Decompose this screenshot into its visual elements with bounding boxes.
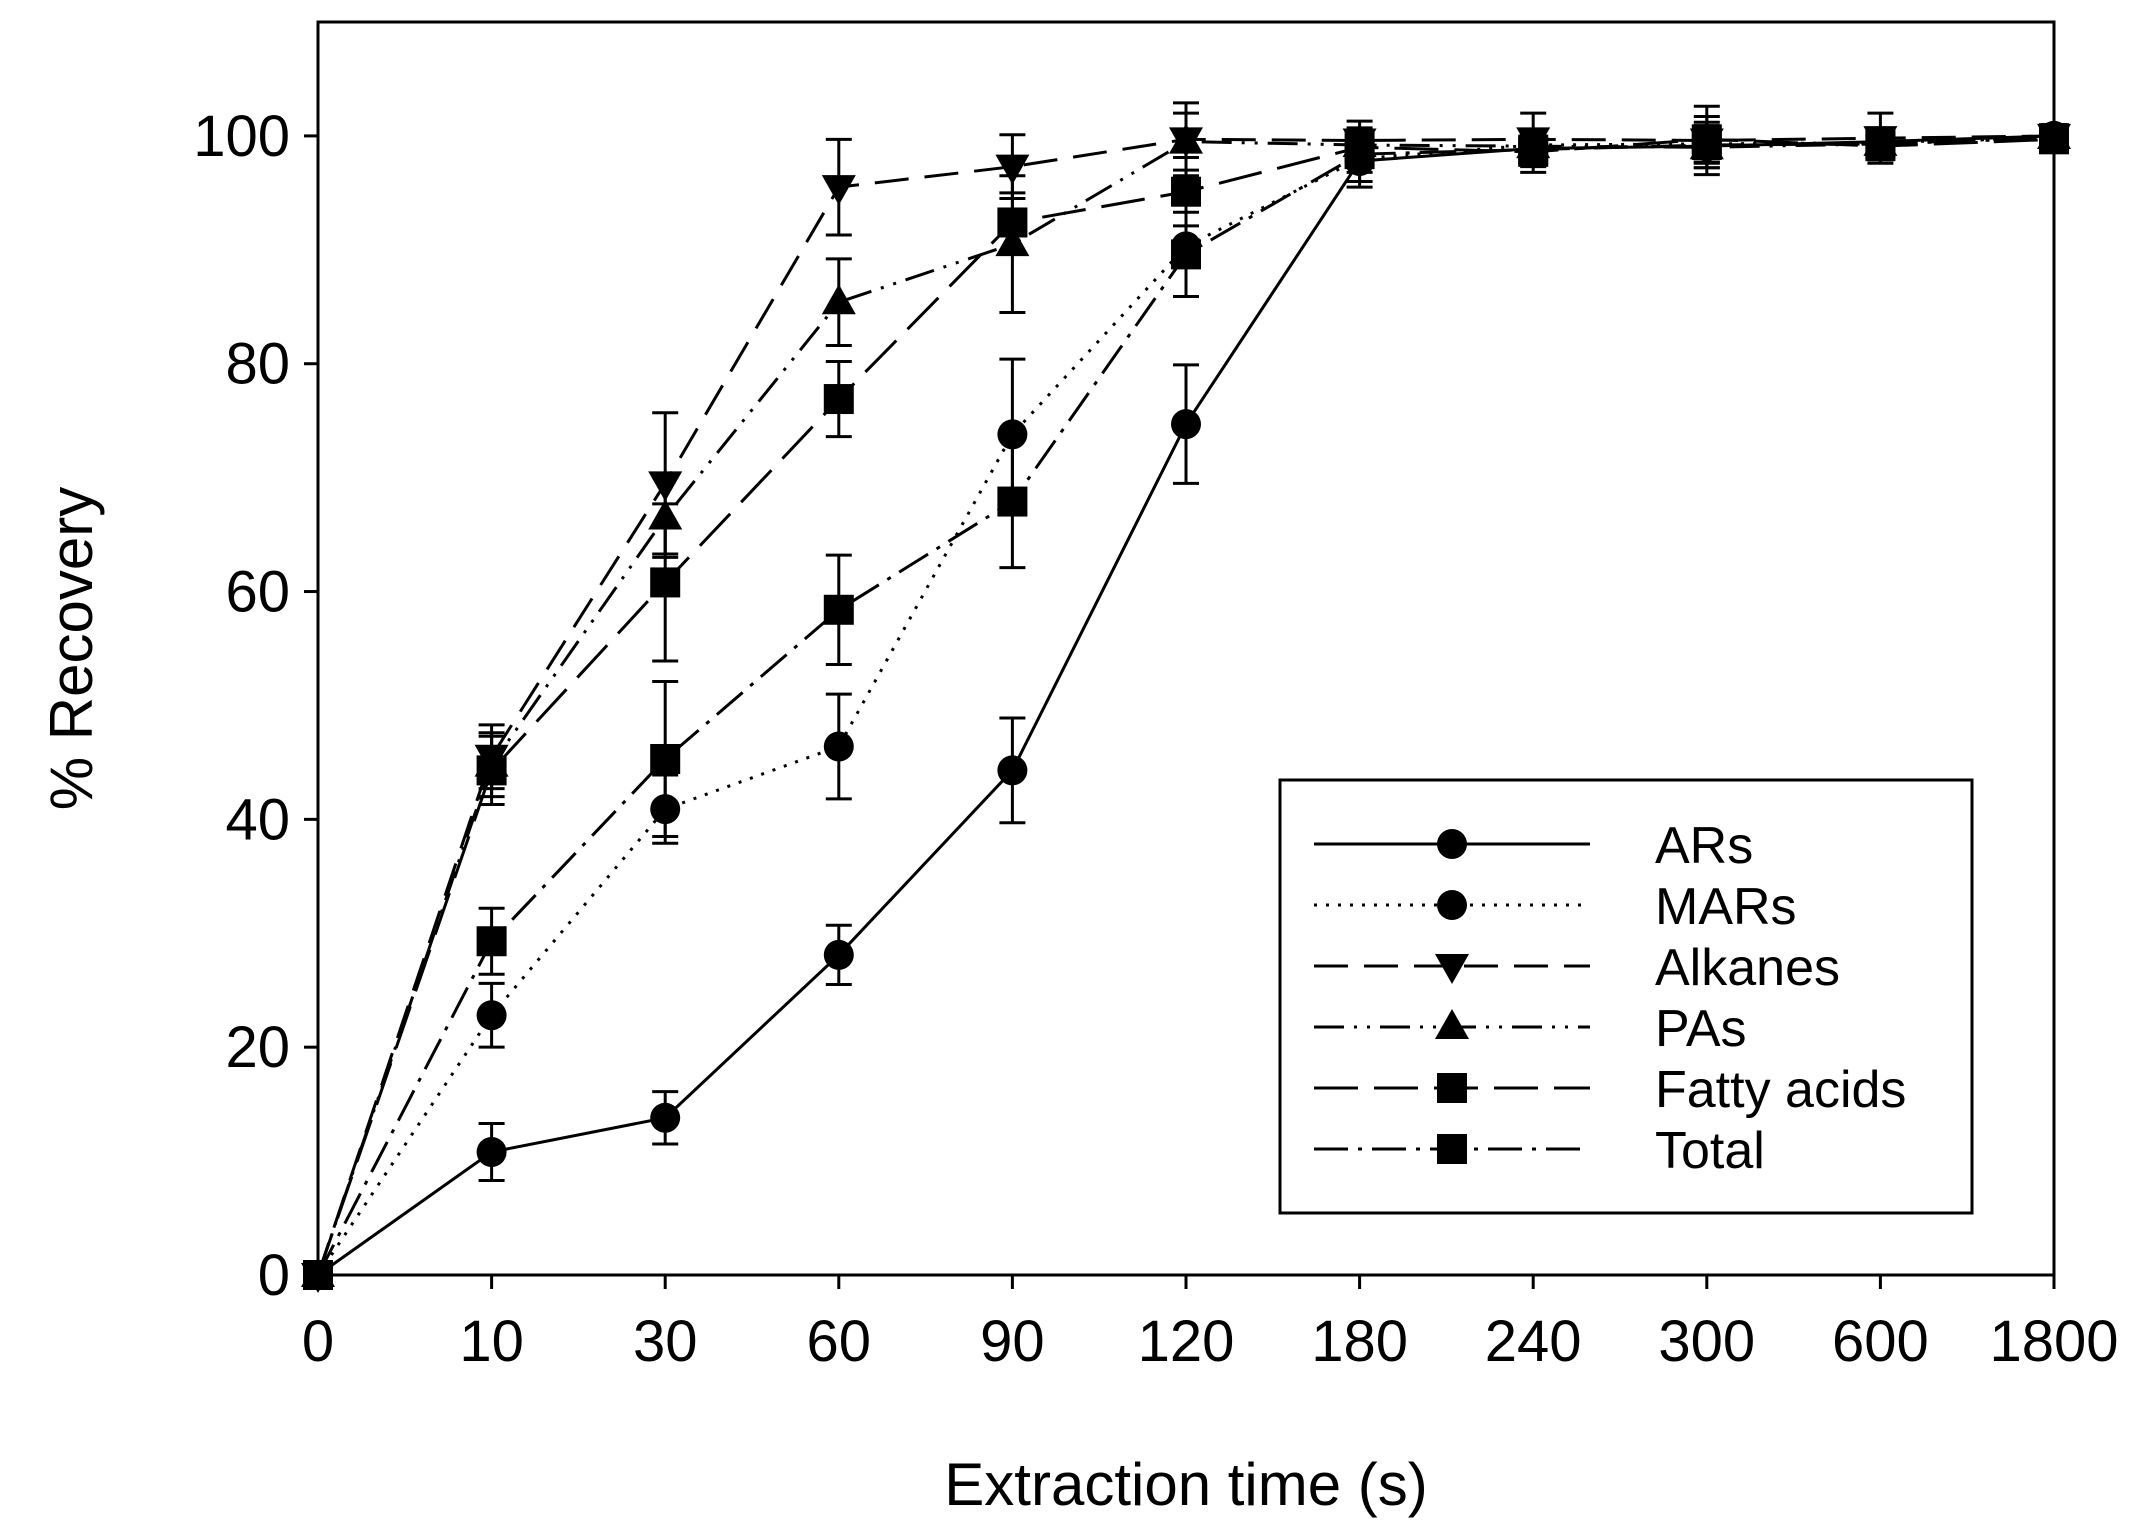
x-tick-label: 120 bbox=[1138, 1309, 1235, 1374]
series-line-mars bbox=[316, 135, 2055, 1276]
data-point-ars bbox=[997, 755, 1028, 786]
data-point-fatty-acids bbox=[650, 567, 681, 598]
data-point-mars bbox=[823, 731, 854, 762]
data-point-total bbox=[1344, 139, 1375, 170]
data-point-ars bbox=[823, 939, 854, 970]
data-point-fatty-acids bbox=[476, 755, 507, 786]
x-tick-label: 60 bbox=[807, 1309, 872, 1374]
data-point-total bbox=[1518, 134, 1549, 165]
x-tick-label: 10 bbox=[459, 1309, 524, 1374]
legend-label: Total bbox=[1655, 1122, 1765, 1180]
x-tick-label: 240 bbox=[1485, 1309, 1582, 1374]
data-point-pas bbox=[1169, 123, 1203, 154]
y-tick-label: 0 bbox=[258, 1243, 290, 1308]
data-point-total bbox=[476, 926, 507, 957]
x-tick-label: 30 bbox=[633, 1309, 698, 1374]
legend-label: Fatty acids bbox=[1655, 1061, 1906, 1119]
y-axis-label: % Recovery bbox=[38, 487, 105, 810]
x-tick-label: 0 bbox=[302, 1309, 334, 1374]
y-tick-label: 40 bbox=[225, 787, 290, 852]
legend-label: PAs bbox=[1655, 1000, 1747, 1058]
data-point-fatty-acids bbox=[997, 207, 1028, 238]
data-point-pas bbox=[821, 284, 856, 315]
data-point-ars bbox=[1171, 409, 1201, 440]
data-point-total bbox=[1171, 239, 1201, 270]
data-point-total bbox=[1865, 128, 1896, 159]
legend-marker-alkanes bbox=[1435, 954, 1469, 984]
series-line-pas bbox=[316, 135, 2055, 1276]
data-point-ars bbox=[476, 1136, 507, 1167]
y-tick-label: 60 bbox=[225, 560, 290, 625]
data-point-total bbox=[823, 594, 854, 625]
x-tick-label: 180 bbox=[1311, 1309, 1408, 1374]
y-tick-label: 80 bbox=[225, 332, 290, 397]
legend-label: ARs bbox=[1655, 817, 1753, 875]
y-tick-label: 20 bbox=[225, 1015, 290, 1080]
x-tick-label: 90 bbox=[980, 1309, 1045, 1374]
data-point-mars bbox=[476, 1000, 507, 1031]
data-point-fatty-acids bbox=[823, 384, 854, 415]
legend-marker-mars bbox=[1437, 890, 1467, 920]
data-point-total bbox=[650, 743, 681, 774]
data-point-alkanes bbox=[995, 154, 1030, 185]
data-point-ars bbox=[650, 1102, 681, 1133]
axes: 0 20 40 60 80 100 0 10 30 60 90 120 180 240 300 600 1800 bbox=[193, 104, 2118, 1374]
x-axis-label: Extraction time (s) bbox=[944, 1451, 1427, 1518]
legend-marker-total bbox=[1437, 1134, 1467, 1164]
legend-marker-pas bbox=[1435, 1009, 1469, 1039]
data-point-alkanes bbox=[821, 175, 856, 206]
legend-marker-fatty-acids bbox=[1437, 1073, 1467, 1103]
data-point-fatty-acids bbox=[1171, 176, 1201, 207]
x-tick-label: 300 bbox=[1658, 1309, 1755, 1374]
legend-label: Alkanes bbox=[1655, 939, 1840, 997]
legend-box bbox=[1278, 778, 1974, 1215]
y-tick-label: 100 bbox=[193, 104, 290, 169]
x-tick-label: 600 bbox=[1832, 1309, 1929, 1374]
legend-marker-ars bbox=[1437, 829, 1467, 859]
data-point-total bbox=[997, 486, 1028, 517]
data-point-total bbox=[1691, 130, 1722, 161]
legend-label: MARs bbox=[1655, 878, 1797, 936]
x-tick-label: 1800 bbox=[1989, 1309, 2118, 1374]
